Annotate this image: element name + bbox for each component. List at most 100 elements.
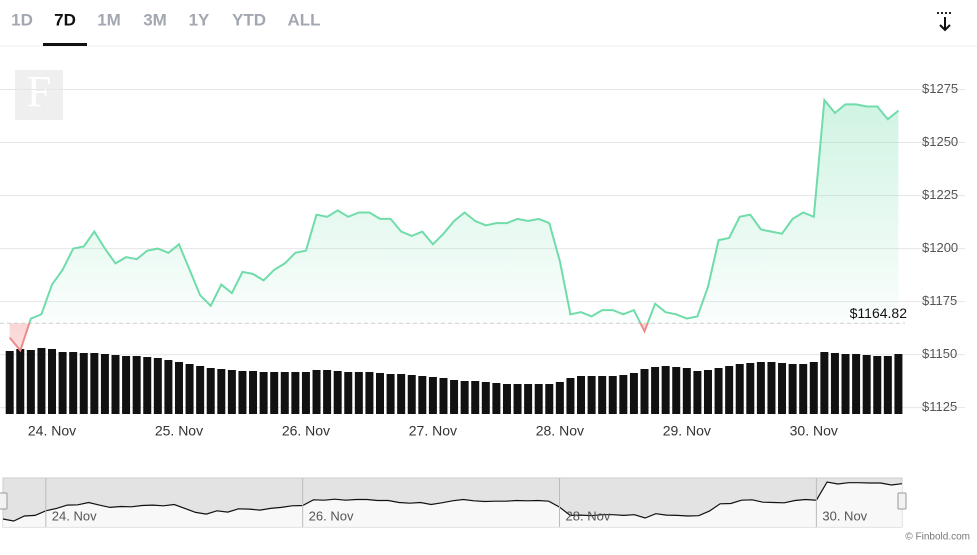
volume-bar [365,372,374,414]
volume-bar [841,354,850,414]
tab[interactable]: 3M [143,10,167,29]
area-fill [9,100,899,351]
volume-bar [386,374,395,414]
volume-bar [397,374,406,414]
volume-bar [703,370,712,414]
volume-bar [291,372,300,414]
volume-bar [333,371,342,414]
tab[interactable]: YTD [232,10,266,29]
volume-bar [450,380,459,414]
logo-box [15,70,63,120]
volume-bar [259,372,268,414]
volume-bar [227,370,236,414]
y-tick-label: $1225 [922,187,958,202]
volume-bar [651,367,660,414]
volume-bar [37,348,46,414]
volume-bar [48,349,57,414]
volume-bar [756,362,765,414]
tab[interactable]: ALL [287,10,320,29]
y-tick-label: $1125 [922,399,957,414]
volume-bar [174,362,183,414]
volume-bar [481,382,490,414]
volume-bar [619,375,628,414]
navigator-handle[interactable] [897,492,907,510]
volume-bar [820,352,829,414]
volume-bar [143,357,152,414]
volume-bar [725,366,734,414]
volume-bar [100,354,109,414]
volume-bar [587,376,596,414]
volume-bar [354,372,363,414]
volume-bar [608,376,617,414]
volume-bar [799,364,808,414]
volume-bar [270,372,279,414]
navigator-label: 30. Nov [822,508,867,523]
volume-bar [439,378,448,414]
volume-bar [873,356,882,414]
volume-bar [249,371,258,414]
volume-bar [217,369,226,414]
volume-bar [301,372,310,414]
volume-bar [238,371,247,414]
x-tick-label: 27. Nov [409,423,457,439]
navigator-handle[interactable] [0,492,8,510]
volume-bar [883,356,892,414]
volume-bar [682,368,691,414]
navigator-line [2,481,903,522]
y-tick-label: $1275 [922,81,958,96]
volume-bar [185,364,194,414]
volume-bar [69,352,78,414]
volume-bar [418,376,427,414]
y-tick-label: $1200 [922,240,958,255]
navigator-label: 26. Nov [309,508,354,523]
volume-bar [407,375,416,414]
volume-bar [809,362,818,414]
y-tick-label: $1175 [922,293,957,308]
volume-bar [555,382,564,414]
volume-bar [672,367,681,414]
volume-bar [778,363,787,414]
volume-bar [714,368,723,414]
volume-bar [153,358,162,414]
volume-bar [428,377,437,414]
volume-bar [788,364,797,414]
volume-bar [502,384,511,414]
x-tick-label: 26. Nov [282,423,330,439]
volume-bar [471,381,480,414]
volume-bar [5,351,14,414]
tab[interactable]: 7D [54,10,76,29]
volume-bar [830,353,839,414]
tab[interactable]: 1M [97,10,121,29]
volume-bar [280,372,289,414]
volume-bar [323,370,332,414]
volume-bar [629,373,638,414]
volume-bar [661,366,670,414]
x-tick-label: 24. Nov [28,423,76,439]
tab[interactable]: 1Y [189,10,210,29]
volume-bar [566,378,575,414]
volume-bar [524,384,533,414]
volume-bar [376,373,384,414]
volume-bar [111,355,120,414]
volume-bar [577,376,586,414]
volume-bar [122,356,131,414]
volume-bar [513,384,522,414]
volume-bar [344,372,353,414]
baseline-label: $1164.82 [850,305,908,321]
volume-bar [852,354,861,414]
download-button[interactable] [937,12,953,32]
tab[interactable]: 1D [11,10,33,29]
volume-bar [206,368,215,414]
volume-bar [640,369,649,414]
icon-arrow [939,17,951,32]
volume-bar [767,362,776,414]
volume-bar [460,381,469,414]
y-tick-label: $1250 [922,134,958,149]
volume-bar [79,353,88,414]
volume-bar [693,371,702,414]
x-tick-label: 28. Nov [536,423,584,439]
volume-bar [545,384,554,414]
x-tick-label: 25. Nov [155,423,203,439]
volume-bar [862,355,871,414]
